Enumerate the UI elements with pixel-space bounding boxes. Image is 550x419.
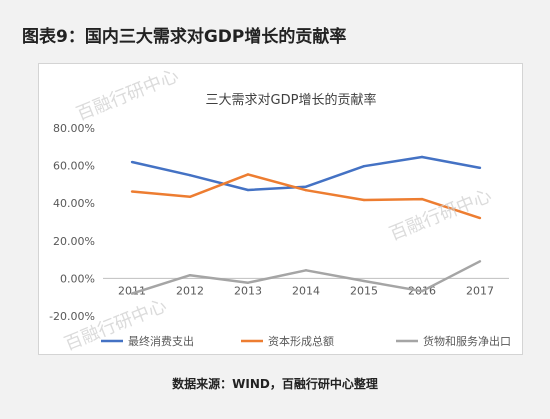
x-tick-label: 2014 — [292, 284, 320, 297]
y-tick-label: 80.00% — [53, 122, 95, 135]
data-point — [420, 155, 424, 159]
data-point — [246, 188, 250, 192]
line-chart: 三大需求对GDP增长的贡献率 80.00% 60.00% 40.00% 20.00% 0… — [49, 92, 511, 348]
data-point — [420, 197, 424, 201]
data-point — [420, 289, 424, 293]
x-tick-label: 2013 — [234, 284, 262, 297]
data-point — [362, 198, 366, 202]
legend-label: 资本形成总额 — [268, 334, 334, 348]
data-point — [188, 173, 192, 177]
x-tick-label: 2015 — [350, 284, 378, 297]
data-point — [246, 281, 250, 284]
data-point — [188, 274, 192, 277]
source-note: 数据来源：WIND，百融行研中心整理 — [172, 377, 378, 391]
data-point — [304, 189, 308, 192]
data-point — [362, 279, 366, 283]
x-tick-label: 2012 — [176, 284, 204, 297]
y-tick-label: 60.00% — [53, 160, 95, 173]
data-point — [246, 173, 250, 176]
y-tick-label: -20.00% — [49, 310, 95, 323]
data-point — [304, 185, 308, 188]
data-point — [130, 292, 134, 295]
series-line — [131, 155, 481, 192]
data-point — [130, 160, 134, 164]
y-tick-label: 20.00% — [53, 235, 95, 248]
x-tick-label: 2011 — [118, 284, 146, 297]
legend-label: 货物和服务净出口 — [423, 334, 511, 348]
figure-title: 图表9：国内三大需求对GDP增长的贡献率 — [22, 27, 347, 47]
x-tick-label: 2017 — [466, 284, 494, 297]
data-point — [304, 269, 308, 272]
series-line — [131, 173, 481, 220]
data-point — [478, 216, 482, 220]
data-point — [188, 195, 192, 199]
chart-container: 三大需求对GDP增长的贡献率 80.00% 60.00% 40.00% 20.00% 0… — [38, 63, 523, 355]
data-point — [478, 166, 482, 170]
data-point — [478, 260, 482, 263]
data-point — [362, 164, 366, 168]
y-tick-label: 0.00% — [60, 272, 95, 285]
data-point — [130, 190, 134, 193]
chart-title: 三大需求对GDP增长的贡献率 — [206, 92, 377, 108]
y-tick-label: 40.00% — [53, 197, 95, 210]
legend-label: 最终消费支出 — [128, 334, 194, 348]
